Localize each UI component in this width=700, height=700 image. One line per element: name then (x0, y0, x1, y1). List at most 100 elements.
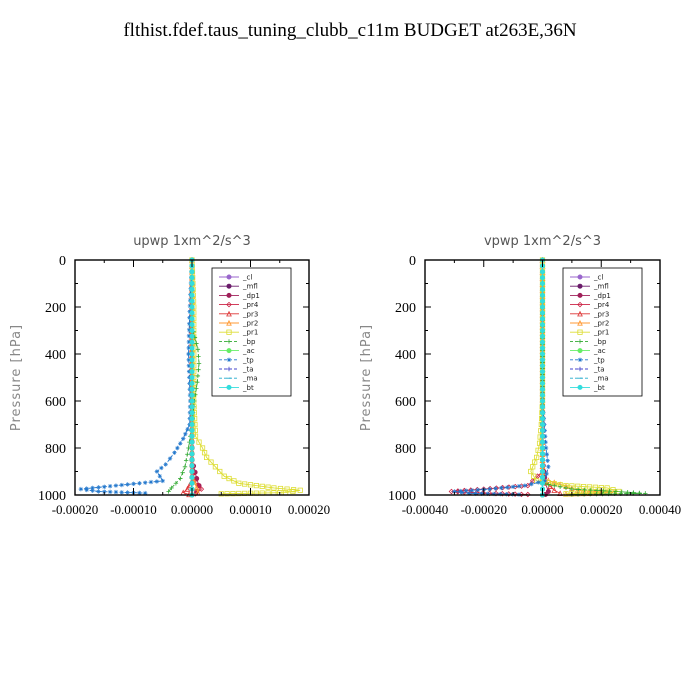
data-point (172, 450, 177, 455)
data-point (181, 436, 186, 441)
data-point (204, 454, 210, 461)
legend-entry: _pr1 (219, 329, 258, 337)
data-point (189, 269, 195, 275)
data-point (212, 464, 218, 470)
data-point (189, 439, 195, 445)
data-point (466, 491, 472, 496)
y-tick-label: 800 (395, 442, 416, 457)
data-point (259, 483, 265, 489)
data-point (487, 486, 492, 492)
legend-label: _dp1 (242, 292, 260, 300)
data-point (154, 469, 160, 474)
data-point (189, 433, 195, 439)
data-point (539, 310, 545, 316)
legend-label: _ma (242, 375, 258, 383)
data-point (178, 476, 183, 481)
data-point (230, 491, 236, 497)
legend-entry: _pr2 (570, 320, 609, 328)
data-point (189, 416, 195, 422)
data-point (137, 490, 142, 496)
data-point (475, 487, 481, 493)
data-point (208, 459, 214, 465)
data-point (189, 457, 195, 463)
data-point (539, 304, 545, 310)
legend-marker (226, 366, 232, 372)
data-point (291, 487, 297, 493)
data-point (522, 483, 528, 488)
data-point (194, 386, 199, 391)
data-point (545, 488, 551, 494)
data-point (185, 452, 190, 457)
data-point (189, 398, 195, 404)
data-point (195, 380, 200, 385)
data-point (539, 292, 545, 298)
y-axis-label: Pressure [hPa] (359, 324, 374, 431)
legend-label: _ma (593, 375, 609, 383)
data-point (189, 363, 195, 369)
data-point (539, 433, 545, 439)
data-point (592, 484, 598, 490)
data-point (236, 480, 242, 486)
legend-label: _ta (593, 366, 605, 374)
data-point (485, 491, 490, 496)
data-point (535, 447, 541, 453)
legend-entry: _tp (570, 356, 605, 364)
legend-entry: _bt (570, 384, 605, 392)
data-point (505, 485, 510, 490)
data-point (90, 485, 95, 491)
data-point (539, 468, 545, 474)
data-point (189, 298, 195, 304)
y-tick-label: 200 (395, 301, 416, 316)
data-point (631, 490, 636, 495)
legend-entry: _tp (219, 356, 254, 364)
data-point (582, 487, 587, 492)
legend-entry: _ma (570, 375, 609, 383)
legend-marker (577, 310, 583, 317)
data-point (535, 480, 541, 485)
data-point (469, 488, 475, 493)
chart-panel-1: upwp 1xm^2/s^3 Pressure [hPa] 0 200 400 600 80… (9, 234, 330, 517)
legend-marker (226, 283, 232, 289)
data-point (539, 351, 545, 357)
data-point (516, 483, 522, 489)
data-point (96, 489, 101, 494)
data-point (546, 482, 551, 487)
legend-label: _pr1 (242, 329, 258, 337)
data-point (187, 309, 192, 314)
data-point (575, 483, 581, 489)
data-point (539, 480, 545, 486)
legend: _cl_mfl_dp1_pr4_pr3_pr2_pr1_bp_ac_tp_ta_… (562, 267, 643, 397)
data-point (284, 486, 290, 492)
legend-entry: _bt (219, 384, 254, 392)
y-tick-label: 600 (45, 395, 66, 410)
data-point (542, 478, 548, 484)
legend-marker (226, 301, 232, 308)
data-point (539, 269, 545, 275)
data-point (493, 485, 500, 491)
data-point (107, 489, 113, 495)
data-point (119, 490, 124, 495)
data-point (448, 488, 455, 495)
data-point (539, 286, 545, 292)
data-point (543, 445, 549, 451)
y-axis-label: Pressure [hPa] (9, 324, 24, 431)
data-point (196, 361, 202, 366)
data-point (186, 369, 192, 374)
y-tick-label: 600 (395, 395, 416, 410)
data-point (189, 468, 195, 474)
data-point (159, 465, 164, 471)
legend-label: _pr1 (593, 329, 609, 337)
data-point (613, 489, 619, 494)
legend-marker (226, 329, 232, 335)
legend-label: _bp (593, 338, 607, 346)
data-point (290, 488, 296, 495)
data-point (196, 354, 201, 359)
legend-entry: _ta (570, 366, 605, 374)
data-point (189, 480, 195, 486)
data-point (539, 374, 545, 380)
legend-entry: _bp (570, 338, 607, 346)
data-point (539, 380, 545, 386)
series-tp (452, 257, 551, 497)
legend-marker (226, 348, 232, 354)
legend-label: _ac (593, 347, 606, 355)
